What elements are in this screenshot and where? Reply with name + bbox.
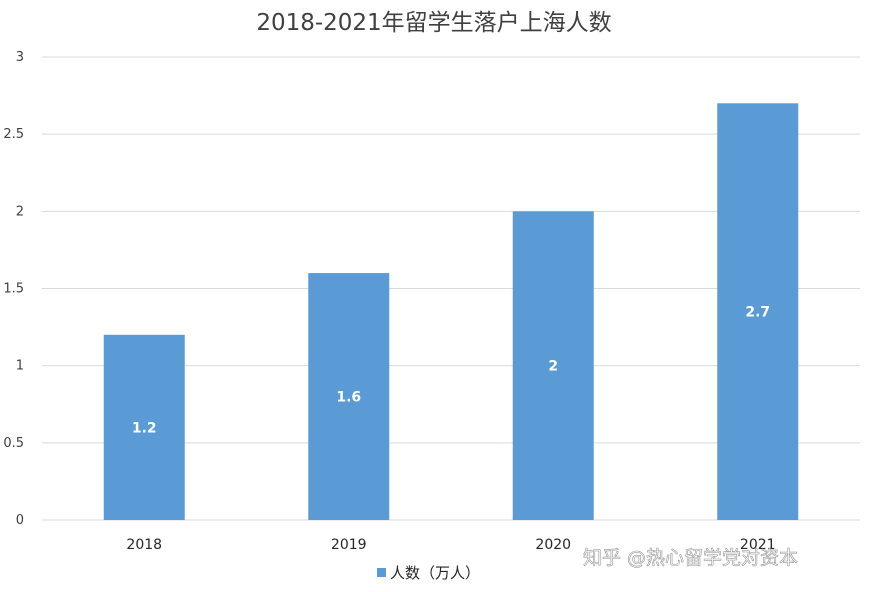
y-tick-label: 1.5 <box>3 282 24 297</box>
x-axis: 2018 2019 2020 2021 <box>126 537 775 553</box>
data-label-2019: 1.6 <box>336 390 361 406</box>
bar-2020 <box>512 211 594 521</box>
legend: 人数（万人） <box>377 564 480 582</box>
x-tick-label: 2018 <box>126 537 162 553</box>
data-label-2021: 2.7 <box>745 305 770 321</box>
data-label-2020: 2 <box>548 359 558 375</box>
x-tick-label: 2021 <box>740 537 776 553</box>
y-tick-label: 3 <box>16 50 24 65</box>
bar-2018 <box>103 334 185 520</box>
bar-2019 <box>308 273 390 520</box>
y-axis: 0 0.5 1 1.5 2 2.5 3 <box>3 50 24 528</box>
legend-swatch <box>377 568 386 577</box>
y-tick-label: 2 <box>16 204 24 219</box>
bar-2021 <box>717 103 799 521</box>
data-label-2018: 1.2 <box>132 420 157 436</box>
chart-title: 2018-2021年留学生落户上海人数 <box>256 10 611 36</box>
y-tick-label: 0.5 <box>3 436 24 451</box>
watermark: 知乎 @热心留学党对资本 <box>583 547 798 569</box>
bars: 1.2 1.6 2 2.7 <box>103 103 799 521</box>
y-tick-label: 0 <box>16 513 24 528</box>
x-tick-label: 2019 <box>331 537 367 553</box>
x-tick-label: 2020 <box>535 537 571 553</box>
y-tick-label: 1 <box>16 359 24 374</box>
legend-label: 人数（万人） <box>390 564 480 582</box>
y-tick-label: 2.5 <box>3 127 24 142</box>
